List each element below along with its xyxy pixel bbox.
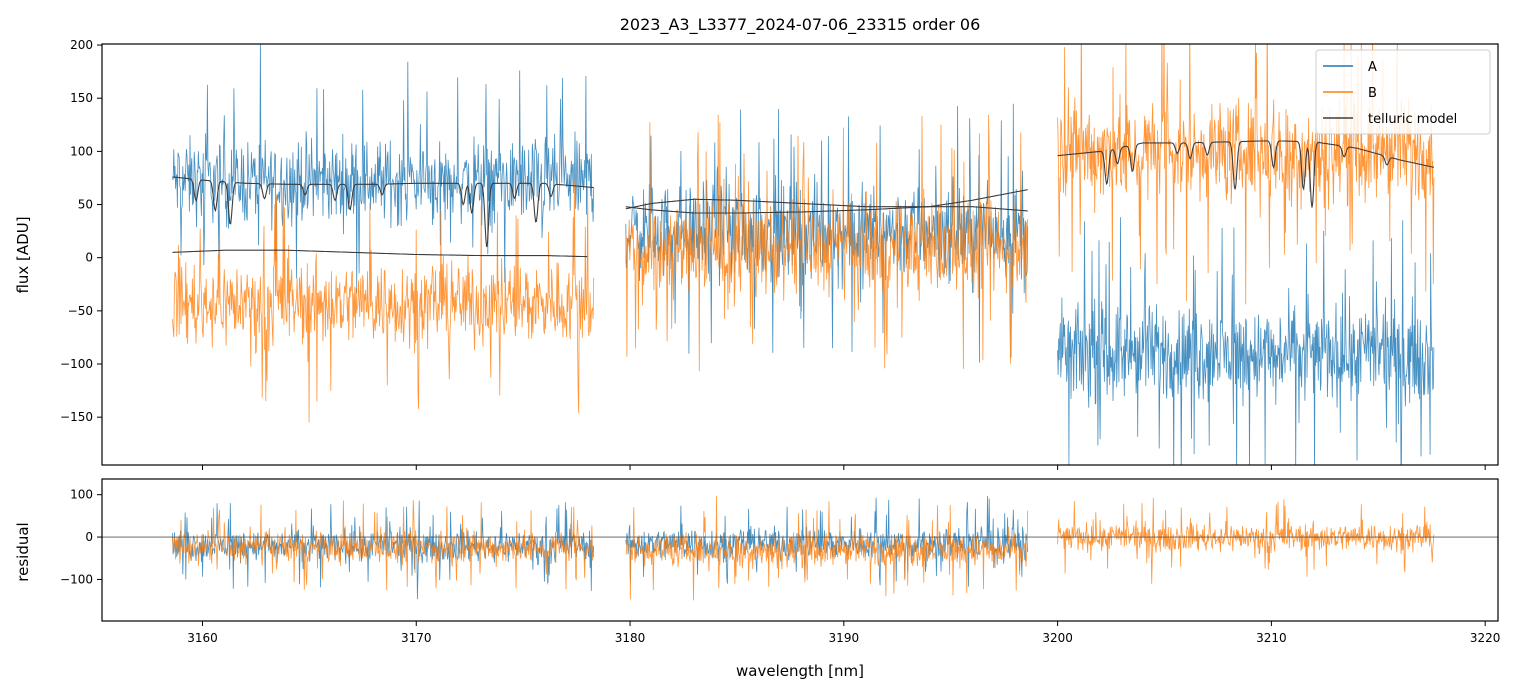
legend-label-telluric: telluric model <box>1368 112 1457 127</box>
telluric-model-curve-3 <box>625 189 1028 214</box>
bottom-y-axis: −100 0 100 <box>60 488 102 586</box>
top-y-tick-label: 50 <box>78 198 93 212</box>
x-tick-label: 3220 <box>1470 631 1501 645</box>
bottom-plot-area <box>102 495 1498 601</box>
x-tick-label: 3210 <box>1256 631 1287 645</box>
bottom-series-b-segment-1 <box>172 500 595 591</box>
legend-label-a: A <box>1368 60 1377 75</box>
x-tick-label: 3160 <box>187 631 218 645</box>
top-y-tick-label: 0 <box>85 251 93 265</box>
top-series-b-segment-1 <box>172 181 595 423</box>
top-x-axis <box>201 465 1486 470</box>
telluric-model-curve-1 <box>172 176 594 248</box>
x-tick-label: 3190 <box>829 631 860 645</box>
top-panel: −150 −100 −50 0 50 100 150 200 flux [ADU] A B t… <box>14 38 1499 470</box>
legend-box <box>1315 49 1491 135</box>
legend-label-b: B <box>1368 86 1377 101</box>
bottom-y-tick-label: 100 <box>70 488 93 502</box>
bottom-y-tick-label: 0 <box>85 530 93 544</box>
telluric-model-curve-5 <box>1057 140 1434 208</box>
x-axis-label: wavelength [nm] <box>736 662 864 680</box>
top-series-b-segment-2 <box>625 114 1029 372</box>
chart-title: 2023_A3_L3377_2024-07-06_23315 order 06 <box>620 15 981 35</box>
top-y-tick-label: 100 <box>70 144 93 158</box>
bottom-y-tick-label: −100 <box>60 572 93 586</box>
top-plot-area <box>172 44 1435 465</box>
bottom-series-b-segment-2 <box>625 495 1029 601</box>
top-y-tick-label: −50 <box>68 304 93 318</box>
top-y-tick-label: 150 <box>70 91 93 105</box>
top-axes-frame <box>101 43 1499 466</box>
top-y-axis: −150 −100 −50 0 50 100 150 200 <box>60 38 102 424</box>
legend: A B telluric model <box>1315 49 1491 135</box>
bottom-panel: −100 0 100 3160 3170 3180 3190 3200 3210 3220 re… <box>14 478 1500 680</box>
telluric-model-curve-4 <box>625 198 1028 212</box>
top-y-tick-label: 200 <box>70 38 93 52</box>
bottom-series-b-segment-3 <box>1057 497 1435 584</box>
top-y-axis-label: flux [ADU] <box>14 216 32 293</box>
top-series-a-segment-1 <box>172 44 595 294</box>
bottom-axes-frame <box>101 478 1499 622</box>
top-y-tick-label: −100 <box>60 357 93 371</box>
top-y-tick-label: −150 <box>60 410 93 424</box>
x-tick-label: 3180 <box>615 631 646 645</box>
bottom-y-axis-label: residual <box>14 522 32 581</box>
top-series-a-segment-3 <box>1057 217 1435 465</box>
x-tick-label: 3170 <box>401 631 432 645</box>
bottom-x-axis: 3160 3170 3180 3190 3200 3210 3220 <box>187 621 1500 645</box>
x-tick-label: 3200 <box>1042 631 1073 645</box>
telluric-model-curve-2 <box>172 249 588 258</box>
